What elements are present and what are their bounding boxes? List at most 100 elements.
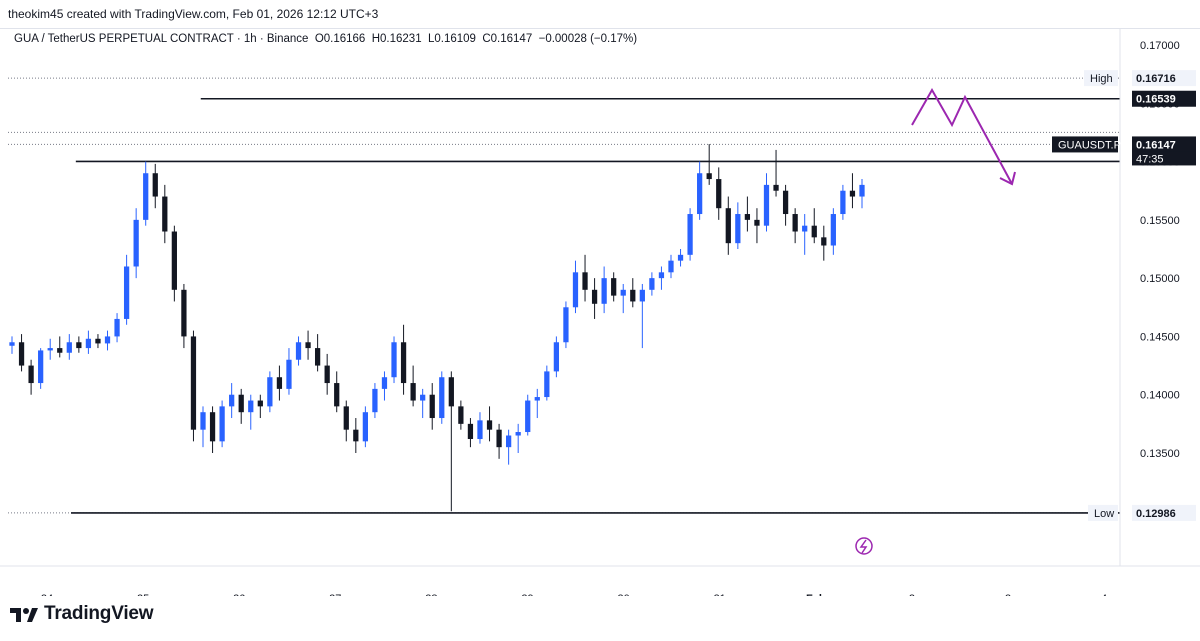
candle: [439, 371, 445, 424]
candle-body: [668, 260, 674, 273]
price-tick-label: 0.14000: [1140, 390, 1180, 402]
countdown-text: 47:35: [1136, 153, 1164, 165]
candle-body: [267, 377, 273, 407]
high-price-label[interactable]: High 0.16716: [1084, 70, 1196, 87]
candle-body: [716, 179, 722, 209]
ohlc-change: −0.00028 (−0.17%): [538, 33, 638, 45]
candle: [400, 324, 407, 395]
resistance-price-label-value: 0.16539: [1136, 94, 1176, 106]
candle-body: [229, 394, 235, 407]
price-tick-label: 0.15000: [1140, 273, 1180, 285]
candle: [57, 336, 63, 358]
time-tick-label: 30: [617, 593, 629, 596]
candle-body: [601, 278, 607, 304]
candle-body: [152, 173, 158, 197]
tradingview-brand: TradingView: [44, 603, 154, 624]
candle: [353, 418, 359, 453]
time-tick-label: 29: [521, 593, 533, 596]
candle: [267, 371, 273, 413]
time-tick-label: 28: [425, 593, 437, 596]
resistance-price-label-value-box: [1132, 90, 1196, 107]
candle: [18, 334, 25, 372]
price-axis[interactable]: 0.170000.165000.160000.155000.150000.145…: [1052, 28, 1196, 566]
candle-body: [639, 289, 645, 302]
candle: [601, 266, 607, 314]
candle-body: [76, 342, 82, 349]
candle: [219, 400, 225, 448]
candle: [735, 202, 741, 249]
candle-body: [276, 377, 283, 389]
candle: [506, 429, 512, 465]
candle-body: [372, 388, 378, 413]
candle: [28, 359, 34, 395]
candle: [467, 418, 474, 448]
candle-body: [486, 420, 493, 430]
candle-body: [286, 359, 292, 389]
candle: [152, 163, 158, 209]
candle-body: [553, 342, 560, 372]
candle-body: [295, 342, 302, 360]
candle: [76, 336, 82, 353]
candle-body: [38, 350, 44, 384]
low-price-label-value-box: [1132, 504, 1196, 521]
candle: [133, 208, 139, 279]
candle-body: [104, 336, 111, 344]
candle: [763, 173, 770, 232]
candle: [811, 208, 817, 244]
candle: [362, 406, 368, 448]
candle-body: [525, 400, 531, 433]
candle-body: [544, 371, 550, 398]
current-price-label-name-box: [1052, 136, 1118, 153]
current-price-label[interactable]: GUAUSDT.P 0.16147: [1052, 136, 1196, 153]
candle-body: [238, 394, 244, 413]
candle-body: [334, 383, 340, 407]
candle: [525, 394, 531, 436]
symbol-title[interactable]: GUA / TetherUS PERPETUAL CONTRACT · 1h ·…: [14, 33, 309, 45]
candle: [381, 371, 388, 401]
low-price-label[interactable]: Low 0.12986: [1088, 504, 1196, 521]
candle: [725, 196, 731, 255]
price-tick-label: 0.14500: [1140, 331, 1180, 343]
price-chart[interactable]: 0.170000.165000.160000.155000.150000.145…: [0, 28, 1200, 596]
candle: [372, 383, 378, 419]
candle: [171, 225, 177, 302]
candle-body: [391, 342, 397, 378]
candle: [248, 394, 254, 430]
price-tick-label: 0.17000: [1140, 40, 1180, 52]
event-lightning-icon[interactable]: [855, 537, 873, 555]
candle: [276, 365, 283, 401]
candle: [143, 161, 149, 226]
projection-path[interactable]: [911, 87, 1013, 185]
current-price-label-value-box: [1132, 136, 1196, 153]
candle-body: [114, 318, 120, 337]
candle-body: [381, 377, 388, 389]
candle-body: [410, 383, 416, 401]
tradingview-footer: TradingView: [10, 602, 154, 626]
candle: [792, 208, 798, 244]
candle-body: [133, 219, 139, 267]
ohlc-close: C0.16147: [482, 33, 533, 45]
candle-body: [620, 289, 626, 296]
candle-body: [257, 400, 263, 407]
projection-arrowhead: [999, 171, 1016, 186]
candle: [104, 330, 111, 351]
candle-body: [582, 272, 588, 290]
candle: [190, 330, 197, 442]
candle-body: [143, 173, 149, 220]
candle-body: [28, 365, 34, 384]
candle: [420, 388, 426, 419]
candle: [849, 173, 856, 209]
candle-body: [458, 406, 464, 424]
candle-body: [754, 219, 760, 226]
candle-body: [209, 412, 216, 442]
candle-body: [429, 394, 435, 419]
candle-body: [123, 266, 130, 319]
resistance-price-label[interactable]: 0.16539: [1132, 90, 1196, 107]
candle-body: [859, 184, 865, 197]
annotations: [855, 87, 1016, 555]
candle: [410, 365, 416, 407]
price-tick-label: 0.13500: [1140, 448, 1180, 460]
time-axis[interactable]: 24 25 26 27 28 29 30 31 Feb 2 3 4: [0, 565, 1200, 596]
time-tick-label: 27: [329, 593, 341, 596]
candle-body: [773, 184, 779, 191]
